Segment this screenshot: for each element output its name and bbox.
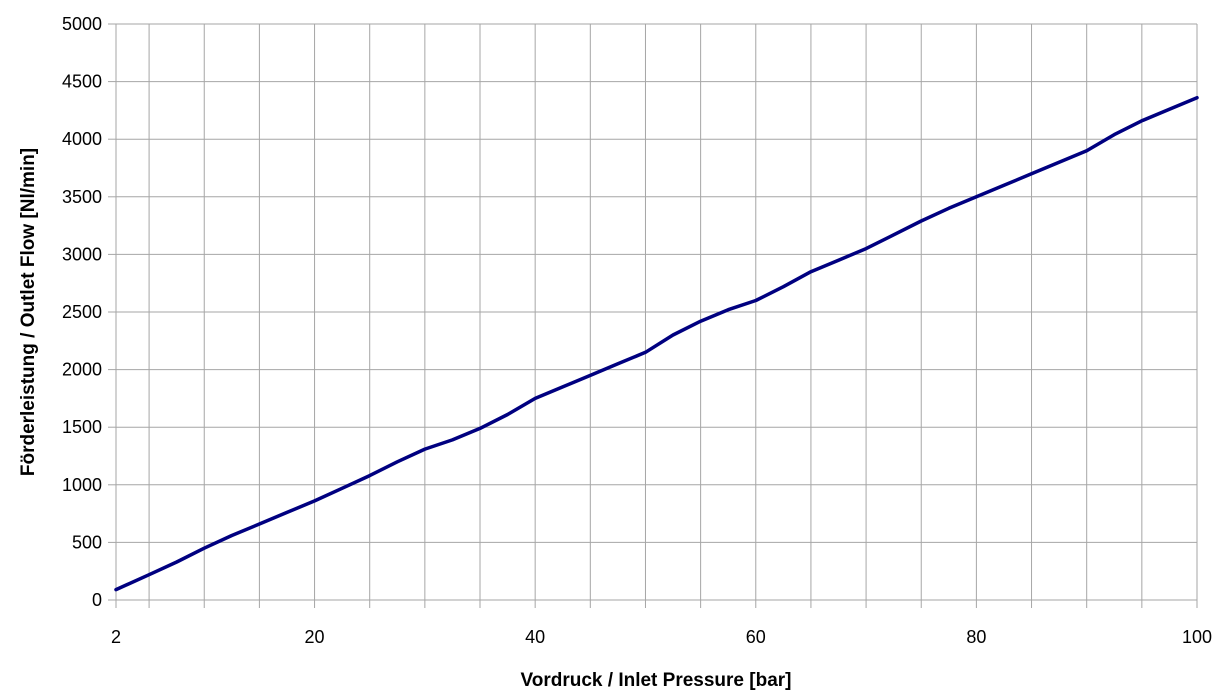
y-axis-title: Förderleistung / Outlet Flow [Nl/min] [18,148,39,476]
x-tick-label: 20 [305,627,325,647]
y-tick-label: 2500 [62,302,102,322]
y-tick-label: 1000 [62,475,102,495]
y-tick-label: 3000 [62,244,102,264]
y-tick-label: 4500 [62,72,102,92]
y-tick-label: 2000 [62,360,102,380]
y-tick-label: 500 [72,532,102,552]
y-tick-label: 1500 [62,417,102,437]
x-axis-tick-labels: 2 20 40 60 80 100 [111,627,1212,647]
x-tick-label: 40 [525,627,545,647]
y-tick-label: 5000 [62,14,102,34]
x-tick-label: 2 [111,627,121,647]
y-tick-label: 4000 [62,129,102,149]
x-tick-label: 100 [1182,627,1212,647]
x-tick-label: 80 [966,627,986,647]
x-tick-label: 60 [746,627,766,647]
series-line [114,95,1199,592]
x-axis-title: Vordruck / Inlet Pressure [bar] [520,670,791,691]
y-tick-label: 0 [92,590,102,610]
axes [108,23,1198,608]
y-axis-tick-labels: 0 500 1000 1500 2000 2500 3000 3500 4000 4500 5000 [62,14,102,610]
grid-lines [116,23,1198,600]
y-tick-label: 3500 [62,187,102,207]
